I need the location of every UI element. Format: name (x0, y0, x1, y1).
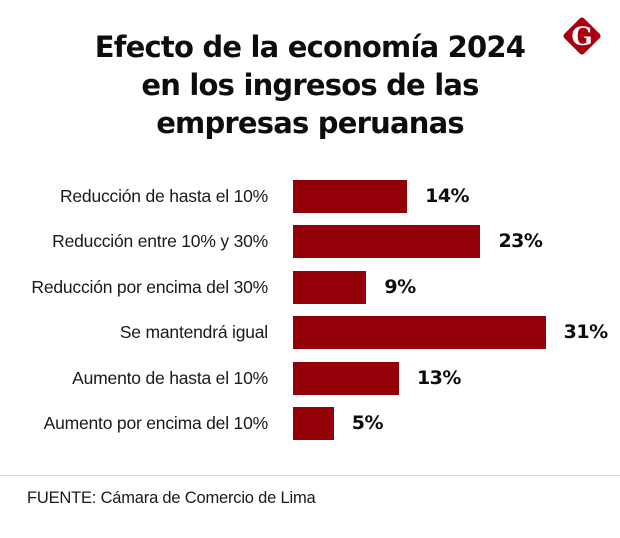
title-line-3: empresas peruanas (156, 106, 464, 140)
value-label: 14% (425, 185, 470, 207)
title-line-2: en los ingresos de las (141, 68, 479, 102)
chart-title: Efecto de la economía 2024 en los ingres… (40, 28, 580, 142)
value-label: 13% (416, 366, 461, 389)
divider (0, 475, 620, 476)
g-diamond-logo-icon: G (563, 17, 601, 55)
category-label: Reducción entre 10% y 30% (52, 231, 268, 252)
value-label: 5% (351, 412, 384, 434)
title-line-1: Efecto de la economía 2024 (94, 30, 526, 64)
category-label: Reducción de hasta el 10% (59, 186, 268, 206)
bar (293, 225, 481, 259)
category-label: Aumento de hasta el 10% (72, 367, 268, 388)
value-label: 31% (563, 321, 608, 344)
value-label: 23% (498, 230, 543, 253)
source-note: FUENTE: Cámara de Comercio de Lima (27, 489, 316, 507)
bar-chart: Reducción de hasta el 10% 14% Reducción en… (31, 180, 608, 440)
bar (293, 316, 546, 350)
value-label: 9% (384, 275, 416, 298)
category-label: Reducción por encima del 30% (31, 276, 268, 297)
bar (293, 180, 408, 213)
bar (293, 270, 367, 304)
category-label: Se mantendrá igual (119, 322, 268, 343)
bar (293, 361, 399, 395)
logo-letter: G (571, 22, 592, 51)
category-label: Aumento por encima del 10% (43, 413, 269, 433)
logo-diamond (563, 17, 601, 55)
bar (293, 407, 334, 440)
